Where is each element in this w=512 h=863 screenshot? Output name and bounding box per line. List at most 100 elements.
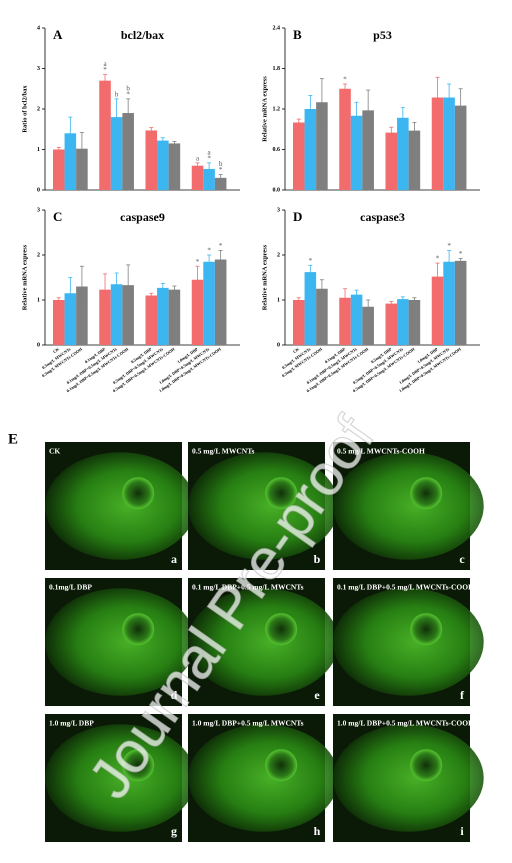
significance-star: * xyxy=(447,242,451,250)
panel-caption: 1.0 mg/L DBP+0.5 mg/L MWCNTs-COOH xyxy=(337,719,474,728)
fish-head xyxy=(333,452,484,560)
fish-head xyxy=(45,452,196,560)
panel-caption: 0.5 mg/L MWCNTs xyxy=(192,447,255,456)
bar xyxy=(339,297,351,345)
y-tick-label: 1 xyxy=(37,297,40,303)
significance-letter: a xyxy=(208,148,212,156)
bar xyxy=(304,272,317,345)
bar xyxy=(214,177,227,190)
bar xyxy=(53,300,65,345)
panel-letter: a xyxy=(171,552,177,566)
panel-letter: g xyxy=(171,824,177,838)
y-tick-label: 0 xyxy=(37,342,40,348)
chart-title: p53 xyxy=(373,28,392,42)
significance-letter: b xyxy=(115,90,119,98)
bar xyxy=(408,130,421,190)
panel-label: D xyxy=(293,209,302,224)
panel-label: A xyxy=(53,27,63,42)
bar xyxy=(316,102,328,190)
bar xyxy=(408,300,421,345)
y-tick-label: 3 xyxy=(37,207,40,213)
y-axis-label: Ratio of bcl2/bax xyxy=(21,85,28,133)
panel-caption: 0.1 mg/L DBP+0.5 mg/L MWCNTs-COOH xyxy=(337,583,474,592)
significance-star: * xyxy=(196,258,200,266)
bar xyxy=(431,97,444,190)
significance-letter: b xyxy=(126,84,130,92)
y-axis-label: Relative mRNA express xyxy=(261,76,268,142)
bar xyxy=(110,284,123,345)
panel-letter: c xyxy=(459,552,465,566)
panel-caption: 1.0 mg/L DBP+0.5 mg/L MWCNTs xyxy=(192,719,304,728)
significance-letter: a xyxy=(196,154,200,162)
bar xyxy=(397,117,409,190)
panel-letter: i xyxy=(460,824,464,838)
bar xyxy=(362,110,374,190)
panel-caption: 1.0 mg/L DBP xyxy=(49,719,94,728)
bar xyxy=(214,259,227,345)
y-tick-label: 1.8 xyxy=(273,66,281,72)
y-tick-label: 1.2 xyxy=(273,106,281,112)
panel-caption: 0.1mg/L DBP xyxy=(49,583,92,592)
panel-letter: b xyxy=(314,552,321,566)
bar xyxy=(431,276,444,345)
x-tick-label: CK xyxy=(292,346,301,354)
bar xyxy=(122,285,134,345)
significance-star: * xyxy=(219,242,223,250)
bar xyxy=(385,132,398,190)
bar xyxy=(385,303,398,345)
fish-eye xyxy=(410,749,443,782)
significance-star: * xyxy=(103,66,107,74)
chart-title: caspase3 xyxy=(360,210,405,224)
bar xyxy=(99,80,111,190)
panel-letter: f xyxy=(460,688,465,702)
fish-head xyxy=(333,724,484,832)
y-tick-label: 2 xyxy=(277,252,280,258)
bar xyxy=(304,109,317,190)
fish-head xyxy=(188,588,339,696)
y-tick-label: 3 xyxy=(37,66,40,72)
fish-eye xyxy=(410,477,443,510)
bar xyxy=(168,289,181,345)
bar xyxy=(339,88,351,190)
significance-star: * xyxy=(207,247,211,255)
chart-title: caspase9 xyxy=(120,210,165,224)
y-tick-label: 2.4 xyxy=(273,25,281,31)
bar xyxy=(350,115,363,190)
bar xyxy=(203,168,215,190)
bar xyxy=(157,140,169,190)
fish-head xyxy=(188,452,339,560)
y-tick-label: 1 xyxy=(37,147,40,153)
fish-head xyxy=(188,724,339,832)
y-axis-label: Relative mRNA express xyxy=(261,244,268,310)
fish-eye xyxy=(265,477,298,510)
significance-letter: a xyxy=(103,60,107,68)
chart-title: bcl2/bax xyxy=(121,28,164,42)
fish-eye xyxy=(265,749,298,782)
bar xyxy=(145,295,158,345)
bar xyxy=(293,122,305,190)
bar xyxy=(53,149,65,190)
bar xyxy=(443,97,455,190)
bar xyxy=(350,294,363,345)
panel-letter: h xyxy=(314,824,321,838)
fish-eye xyxy=(410,613,443,646)
y-tick-label: 0 xyxy=(277,342,280,348)
bar xyxy=(99,289,111,345)
y-axis-label: Relative mRNA express xyxy=(21,244,28,310)
significance-star: * xyxy=(126,90,130,98)
fish-head xyxy=(333,588,484,696)
y-tick-label: 0 xyxy=(37,187,40,193)
panel-letter: d xyxy=(171,688,178,702)
y-tick-label: 0.0 xyxy=(273,187,281,193)
panel-label: C xyxy=(53,209,62,224)
fish-eye xyxy=(122,477,155,510)
fish-eye xyxy=(122,749,155,782)
figure-label: E xyxy=(8,431,18,447)
fish-head xyxy=(45,724,196,832)
y-tick-label: 2 xyxy=(37,252,40,258)
y-tick-label: 3 xyxy=(277,207,280,213)
bar xyxy=(76,286,88,345)
panel-label: B xyxy=(293,27,302,42)
y-tick-label: 0.6 xyxy=(273,147,281,153)
x-tick-label: CK xyxy=(52,346,61,354)
